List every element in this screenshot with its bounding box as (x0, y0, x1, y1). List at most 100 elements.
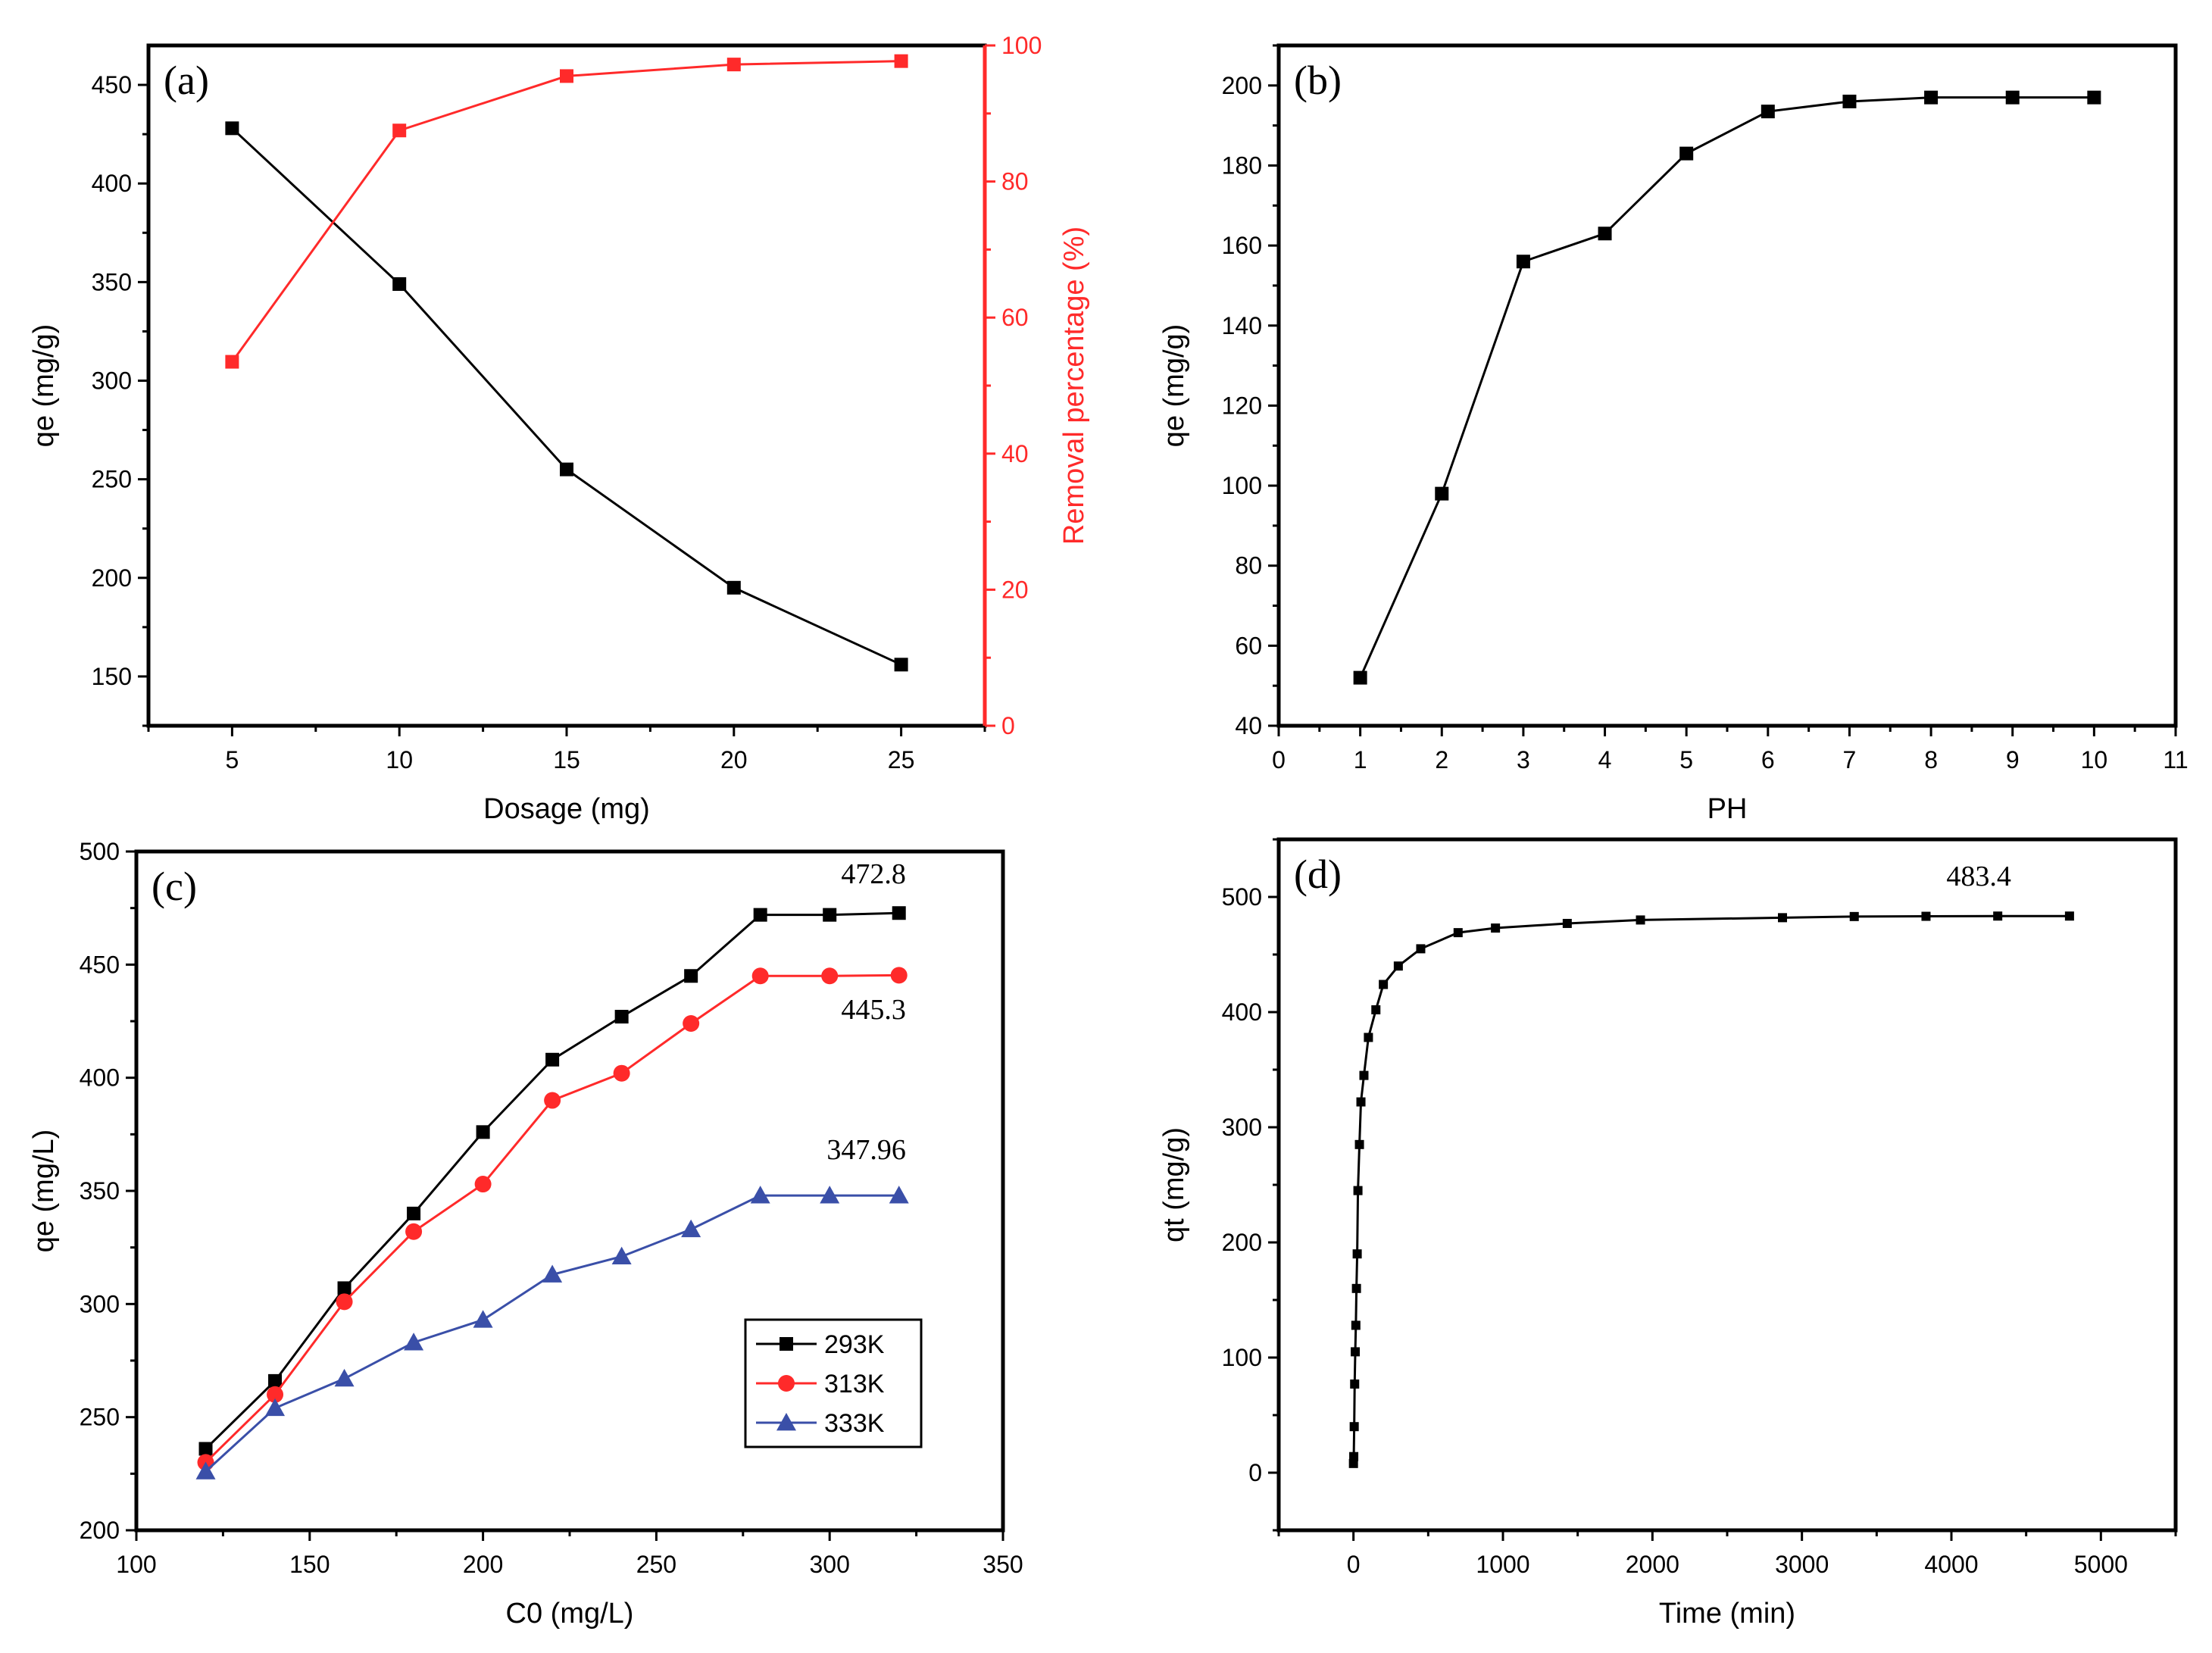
data-point (1359, 1070, 1369, 1080)
data-point (1352, 1249, 1362, 1259)
y-tick-label: 150 (92, 663, 132, 690)
data-point (545, 1052, 560, 1067)
legend-swatch-marker (778, 1375, 795, 1392)
data-point (892, 906, 906, 920)
x-tick-label: 2000 (1626, 1551, 1679, 1578)
data-point (894, 658, 908, 672)
y-tick-label: 450 (92, 71, 132, 98)
legend-entry: 333K (824, 1409, 885, 1438)
x-tick-label: 10 (2081, 746, 2108, 773)
x-axis-label: PH (1707, 793, 1748, 825)
data-point (1453, 928, 1463, 938)
data-point (1356, 1097, 1366, 1107)
legend: 293K 313K 333K (744, 1318, 923, 1448)
chart-panel-a: 5 10 15 20 25 150 200 250 300 350 400 450 0 20 40 60 80 1… (28, 32, 1090, 825)
legend-swatch-marker (780, 1337, 793, 1351)
x-tick-label: 5000 (2074, 1551, 2128, 1578)
chart-panel-c: 100 150 200 250 300 350 200 250 300 350 400 450 500 C… (28, 838, 1023, 1630)
plot-frame (1276, 43, 2178, 728)
data-point (1354, 1139, 1364, 1149)
data-point (265, 1398, 286, 1417)
x-tick-label: 250 (636, 1551, 676, 1578)
data-point (1350, 1379, 1360, 1389)
x-tick-label: 2 (1435, 746, 1448, 773)
y-tick-label: 0 (1248, 1459, 1262, 1486)
y-axis-label: qe (mg/g) (1158, 324, 1190, 448)
x-tick-label: 1 (1354, 746, 1367, 773)
y-tick-label: 400 (92, 170, 132, 197)
y2-tick-label: 60 (1001, 304, 1029, 331)
data-point (268, 1373, 283, 1388)
data-point (198, 1442, 213, 1456)
x-tick-label: 4 (1598, 746, 1612, 773)
x-tick-label: 20 (720, 746, 748, 773)
x-axis-label: Dosage (mg) (483, 793, 650, 825)
y-tick-label: 350 (80, 1177, 120, 1205)
data-point (1778, 913, 1788, 923)
y-axis-label: qt (mg/g) (1158, 1127, 1190, 1242)
data-point (1562, 918, 1572, 928)
data-point (334, 1368, 355, 1387)
y2-tick-label: 100 (1001, 32, 1042, 59)
data-point (542, 1264, 563, 1283)
data-point (544, 1092, 561, 1109)
y-tick-label: 60 (1235, 632, 1262, 659)
data-point (1516, 255, 1530, 269)
y-tick-label: 200 (1222, 72, 1262, 99)
value-annotation: 483.4 (1946, 861, 2011, 892)
data-point (1393, 961, 1403, 971)
data-point (614, 1010, 629, 1024)
data-point (195, 1461, 216, 1480)
y-tick-label: 500 (1222, 883, 1262, 911)
y-tick-label: 200 (92, 564, 132, 592)
plot-frame (146, 43, 987, 728)
plot-frame (1276, 837, 2178, 1533)
data-point (683, 1014, 700, 1032)
x-tick-label: 3000 (1775, 1551, 1829, 1578)
data-point (1416, 944, 1426, 954)
x-tick-label: 1000 (1476, 1551, 1529, 1578)
y-tick-label: 160 (1222, 232, 1262, 259)
data-point (1435, 486, 1449, 501)
data-point (684, 969, 698, 983)
data-point (405, 1223, 423, 1240)
panel-label: (b) (1294, 58, 1342, 103)
series-line (1352, 914, 2070, 1464)
value-annotation: 445.3 (841, 994, 906, 1026)
x-tick-label: 8 (1924, 746, 1938, 773)
data-point (2064, 911, 2074, 921)
data-point (1351, 1283, 1361, 1293)
x-axis-label: Time (min) (1659, 1598, 1795, 1630)
data-point (1349, 1451, 1359, 1461)
x-tick-label: 100 (116, 1551, 156, 1578)
x-tick-label: 3 (1517, 746, 1530, 773)
y-tick-label: 500 (80, 838, 120, 865)
y2-tick-label: 0 (1001, 712, 1015, 739)
data-point (1924, 90, 1939, 105)
y2-tick-label: 80 (1001, 168, 1029, 195)
data-point (1993, 911, 2003, 921)
data-point (1761, 105, 1775, 119)
legend-entry: 313K (824, 1370, 885, 1398)
panel-label: (a) (164, 58, 209, 103)
chart-panel-b: 0 1 2 3 4 5 6 7 8 9 10 11 40 60 80 100 120 140 160 180 200 PH… (1158, 43, 2189, 825)
data-point (753, 908, 767, 922)
y-tick-label: 120 (1222, 392, 1262, 419)
x-tick-label: 350 (983, 1551, 1023, 1578)
data-point (392, 277, 407, 291)
panel-label: (c) (152, 864, 197, 909)
data-point (681, 1219, 701, 1238)
data-point (751, 967, 769, 985)
data-point (476, 1125, 490, 1139)
data-point (1379, 980, 1389, 989)
data-point (2005, 90, 2020, 105)
y-tick-label: 450 (80, 951, 120, 978)
x-tick-label: 6 (1761, 746, 1775, 773)
x-tick-label: 0 (1347, 1551, 1361, 1578)
y-axis-label: qe (mg/g) (28, 324, 60, 448)
y2-tick-label: 20 (1001, 576, 1029, 603)
data-point (473, 1310, 493, 1328)
value-annotation: 472.8 (841, 858, 906, 890)
data-point (1353, 670, 1367, 685)
x-tick-label: 5 (226, 746, 239, 773)
